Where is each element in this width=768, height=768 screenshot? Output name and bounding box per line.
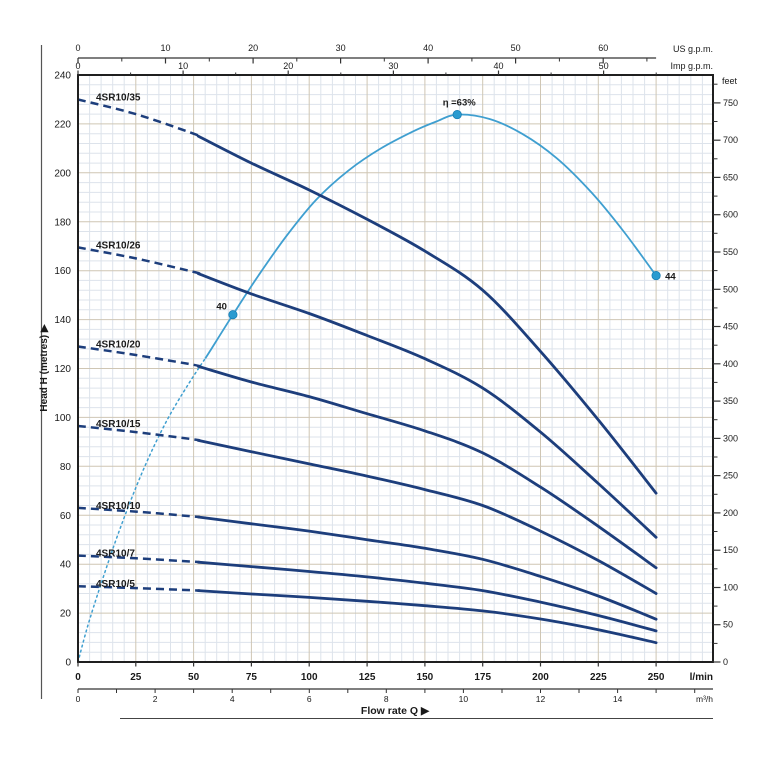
feet-tick-label: 50 (723, 620, 733, 630)
efficiency-marker-label-0: 40 (216, 302, 227, 313)
lmin-tick-label: 225 (590, 672, 607, 683)
us-gpm-tick-label: 40 (423, 43, 433, 53)
feet-tick-label: 200 (723, 508, 738, 518)
pump-curve-4sr10-15 (196, 439, 658, 595)
m3h-tick-label: 6 (307, 694, 312, 704)
lmin-tick-label: 100 (301, 672, 318, 683)
curve-label-4sr10-5: 4SR10/5 (96, 579, 135, 590)
lmin-unit-label: l/min (690, 672, 713, 683)
lmin-tick-label: 25 (130, 672, 142, 683)
imp-gpm-tick-label: 0 (75, 61, 80, 71)
imp-gpm-tick-label: 30 (388, 61, 398, 71)
m3h-tick-label: 12 (536, 694, 546, 704)
metres-tick-label: 160 (54, 266, 71, 277)
pump-curve-4sr10-5 (196, 589, 658, 645)
lmin-tick-label: 200 (532, 672, 549, 683)
metres-tick-label: 140 (54, 315, 71, 326)
feet-tick-label: 300 (723, 433, 738, 443)
m3h-tick-label: 10 (459, 694, 469, 704)
feet-tick-label: 100 (723, 583, 738, 593)
metres-tick-label: 80 (60, 462, 72, 473)
feet-tick-label: 600 (723, 210, 738, 220)
m3h-tick-label: 14 (613, 694, 623, 704)
feet-tick-label: 450 (723, 322, 738, 332)
efficiency-curve-solid (204, 113, 657, 360)
m3h-tick-label: 0 (76, 694, 81, 704)
us-gpm-tick-label: 50 (511, 43, 521, 53)
metres-tick-label: 240 (54, 71, 71, 82)
metres-tick-label: 20 (60, 609, 72, 620)
metres-tick-label: 0 (65, 658, 71, 669)
grid-major (78, 75, 713, 662)
imp-gpm-tick-label: 40 (493, 61, 503, 71)
us-gpm-unit-label: US g.p.m. (673, 44, 713, 54)
feet-tick-label: 500 (723, 284, 738, 294)
imp-gpm-tick-label: 20 (283, 61, 293, 71)
efficiency-marker-label-1: η =63% (443, 98, 477, 109)
m3h-tick-label: 2 (153, 694, 158, 704)
lmin-tick-label: 50 (188, 672, 200, 683)
lmin-tick-label: 175 (474, 672, 491, 683)
pump-curve-4sr10-26 (196, 272, 658, 539)
pump-curve-4sr10-10 (196, 515, 658, 621)
metres-tick-label: 180 (54, 217, 71, 228)
us-gpm-tick-label: 30 (336, 43, 346, 53)
feet-tick-label: 400 (723, 359, 738, 369)
feet-unit-label: feet (722, 76, 738, 86)
curve-label-4sr10-20: 4SR10/20 (96, 340, 141, 351)
x-axis-title: Flow rate Q ▶ (361, 705, 430, 717)
plot-border (77, 74, 714, 663)
feet-tick-label: 0 (723, 657, 728, 667)
us-gpm-tick-label: 60 (598, 43, 608, 53)
efficiency-marker-dot-0 (228, 310, 238, 320)
curve-label-4sr10-26: 4SR10/26 (96, 240, 141, 251)
imp-gpm-unit-label: Imp g.p.m. (670, 61, 713, 71)
us-gpm-tick-label: 20 (248, 43, 258, 53)
pump-curve-4sr10-35 (196, 134, 658, 495)
lmin-tick-label: 75 (246, 672, 258, 683)
efficiency-marker-dot-1 (452, 110, 462, 120)
m3h-tick-label: 4 (230, 694, 235, 704)
us-gpm-tick-label: 10 (160, 43, 170, 53)
metres-tick-label: 40 (60, 560, 72, 571)
feet-tick-label: 750 (723, 98, 738, 108)
curve-label-4sr10-7: 4SR10/7 (96, 549, 135, 560)
feet-tick-label: 550 (723, 247, 738, 257)
m3h-unit-label: m³/h (696, 694, 713, 704)
feet-tick-label: 700 (723, 135, 738, 145)
lmin-tick-label: 0 (75, 672, 81, 683)
pump-curve-4sr10-7 (196, 560, 658, 633)
m3h-tick-label: 8 (384, 694, 389, 704)
metres-tick-label: 220 (54, 119, 71, 130)
feet-tick-label: 350 (723, 396, 738, 406)
metres-tick-label: 120 (54, 364, 71, 375)
lmin-tick-label: 250 (648, 672, 665, 683)
curve-label-4sr10-15: 4SR10/15 (96, 419, 141, 430)
efficiency-marker-label-2: 44 (665, 272, 676, 283)
feet-tick-label: 650 (723, 172, 738, 182)
metres-tick-label: 100 (54, 413, 71, 424)
us-gpm-tick-label: 0 (75, 43, 80, 53)
efficiency-marker-dot-2 (651, 271, 661, 281)
y-axis-title: Head H (metres) ▶ (39, 323, 50, 411)
curve-label-4sr10-10: 4SR10/10 (96, 501, 141, 512)
metres-tick-label: 200 (54, 168, 71, 179)
feet-tick-label: 150 (723, 545, 738, 555)
imp-gpm-tick-label: 50 (599, 61, 609, 71)
lmin-tick-label: 125 (359, 672, 376, 683)
efficiency-curve-dotted (77, 357, 206, 663)
lmin-tick-label: 150 (417, 672, 434, 683)
pump-curve-dashed-4sr10-35 (77, 98, 201, 138)
pump-curve-4sr10-20 (196, 364, 658, 570)
imp-gpm-tick-label: 10 (178, 61, 188, 71)
feet-tick-label: 250 (723, 471, 738, 481)
metres-tick-label: 60 (60, 511, 72, 522)
curve-label-4sr10-35: 4SR10/35 (96, 93, 141, 104)
